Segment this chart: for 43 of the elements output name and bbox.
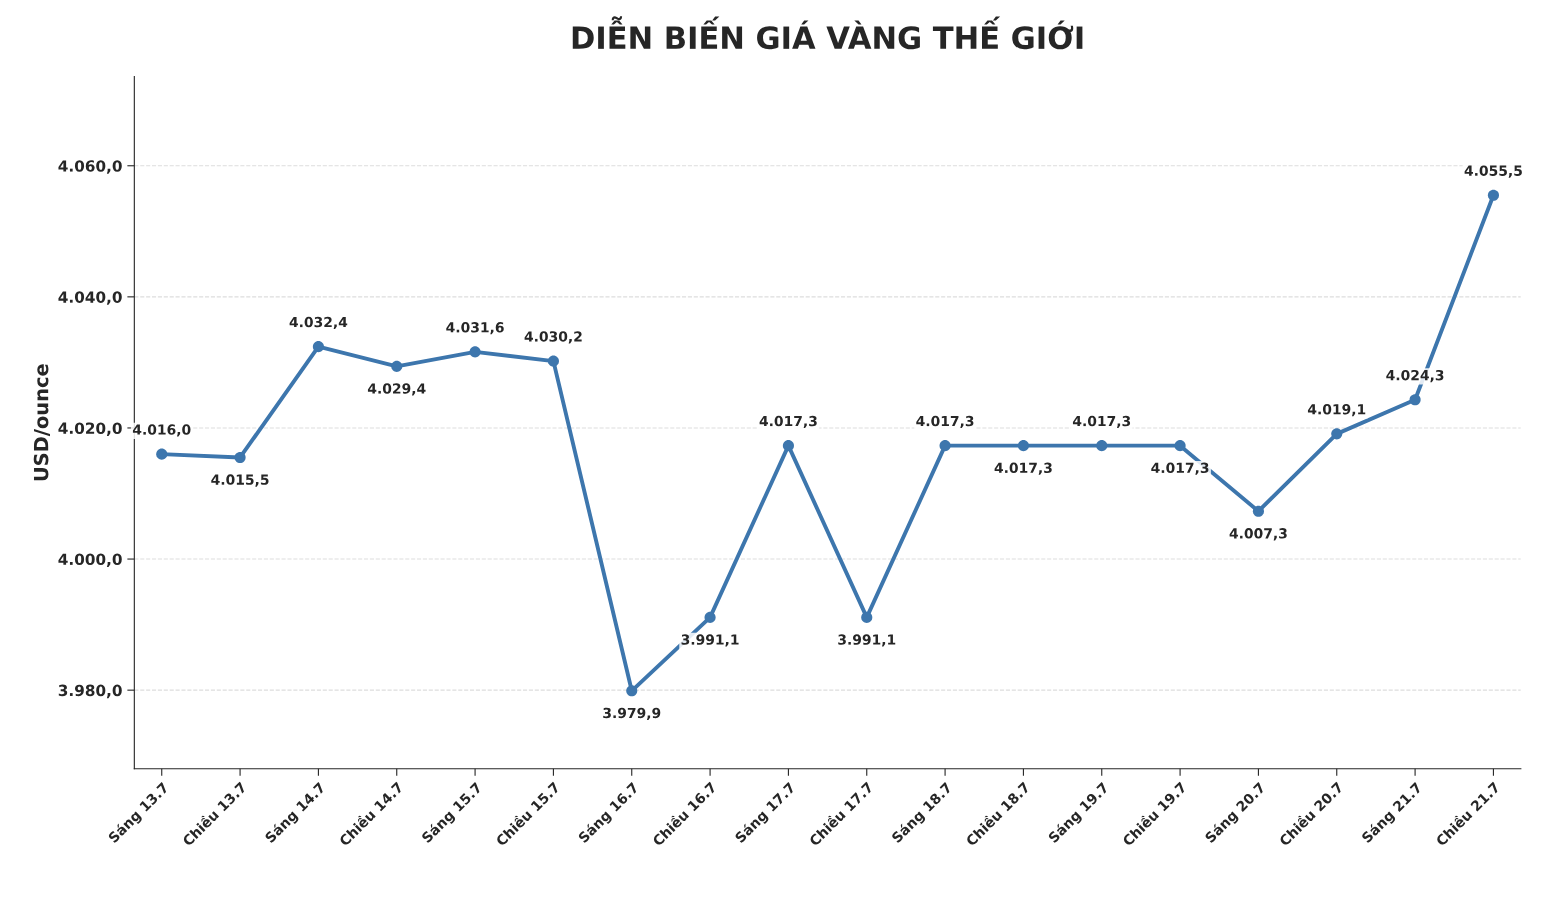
point xyxy=(391,360,403,372)
data-label: 4.032,4 xyxy=(289,316,348,330)
data-label: 4.017,3 xyxy=(994,462,1052,475)
point xyxy=(1174,440,1186,452)
data-label: 4.015,5 xyxy=(211,474,269,487)
data-label: 4.017,3 xyxy=(1072,415,1131,429)
point xyxy=(1096,440,1108,452)
data-label: 3.991,1 xyxy=(838,634,896,647)
data-label: 3.979,9 xyxy=(603,707,661,720)
point xyxy=(626,685,638,697)
chart-title: DIỄN BIẾN GIÁ VÀNG THẾ GIỚI xyxy=(572,16,1083,50)
point xyxy=(234,451,246,464)
point xyxy=(939,440,951,452)
y-tick-label: 4.000,0 xyxy=(58,553,122,568)
y-tick-label: 4.060,0 xyxy=(58,160,122,174)
y-tick-label: 4.020,0 xyxy=(58,422,122,436)
y-tick-label: 3.980,0 xyxy=(58,684,122,699)
y-tick-label: 4.040,0 xyxy=(58,291,122,305)
data-label: 4.007,3 xyxy=(1229,528,1287,541)
point xyxy=(1017,440,1029,452)
data-label: 3.991,1 xyxy=(681,634,739,647)
data-label: 4.024,3 xyxy=(1386,369,1444,383)
point xyxy=(156,448,168,460)
point xyxy=(1331,428,1343,440)
point xyxy=(861,611,873,623)
data-label: 4.017,3 xyxy=(916,415,974,429)
data-label: 4.031,6 xyxy=(446,322,504,335)
data-label: 4.019,1 xyxy=(1307,403,1366,417)
data-label: 4.017,3 xyxy=(759,415,817,429)
point xyxy=(1409,394,1421,406)
point xyxy=(1487,189,1499,201)
point xyxy=(704,611,716,623)
data-label: 4.029,4 xyxy=(367,383,426,396)
data-label: 4.016,0 xyxy=(132,424,191,437)
data-label: 4.030,2 xyxy=(524,331,582,344)
point xyxy=(547,355,559,367)
data-label: 4.017,3 xyxy=(1151,462,1209,475)
point xyxy=(312,341,324,353)
point xyxy=(782,440,794,452)
point xyxy=(1252,505,1264,517)
y-axis-title: USD/ounce xyxy=(33,364,50,481)
point xyxy=(469,346,481,358)
data-label: 4.055,5 xyxy=(1464,165,1522,178)
